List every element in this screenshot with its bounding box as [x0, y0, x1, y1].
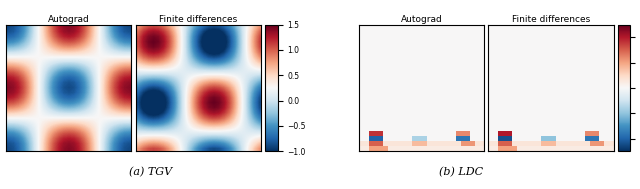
Title: Autograd: Autograd: [401, 15, 442, 24]
Text: (b) LDC: (b) LDC: [439, 167, 483, 177]
Title: Finite differences: Finite differences: [159, 15, 237, 24]
Title: Finite differences: Finite differences: [512, 15, 590, 24]
Text: (a) TGV: (a) TGV: [129, 167, 172, 177]
Title: Autograd: Autograd: [48, 15, 90, 24]
